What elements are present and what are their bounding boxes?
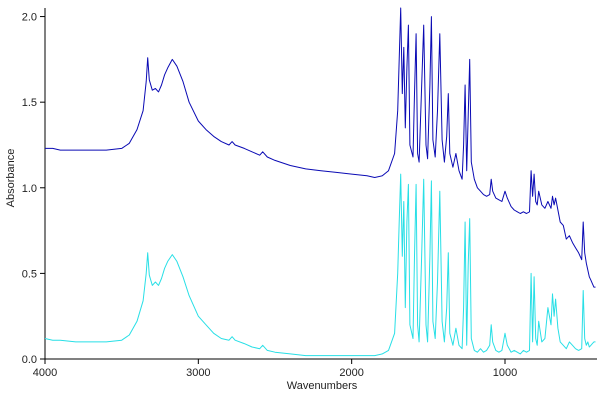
y-axis-ticks: 0.0 0.5 1.0 1.5 2.0 (22, 12, 45, 366)
series-layer (44, 7, 596, 357)
series-line-2 (44, 173, 596, 357)
plot-frame (44, 8, 597, 360)
y-tick-label: 0.5 (22, 268, 37, 280)
x-tick-label: 1000 (493, 367, 517, 379)
x-axis-ticks: 4000 3000 2000 1000 (33, 359, 517, 379)
y-axis-label: Absorbance (5, 149, 17, 208)
y-tick-label: 1.5 (22, 97, 37, 109)
x-axis-label: Wavenumbers (287, 380, 358, 392)
x-tick-label: 2000 (339, 367, 363, 379)
y-tick-label: 1.0 (22, 183, 37, 195)
x-tick-label: 4000 (33, 367, 57, 379)
series-line-1 (45, 7, 596, 288)
x-tick-label: 3000 (186, 367, 210, 379)
y-tick-label: 0.0 (22, 354, 37, 366)
y-tick-label: 2.0 (22, 12, 37, 24)
